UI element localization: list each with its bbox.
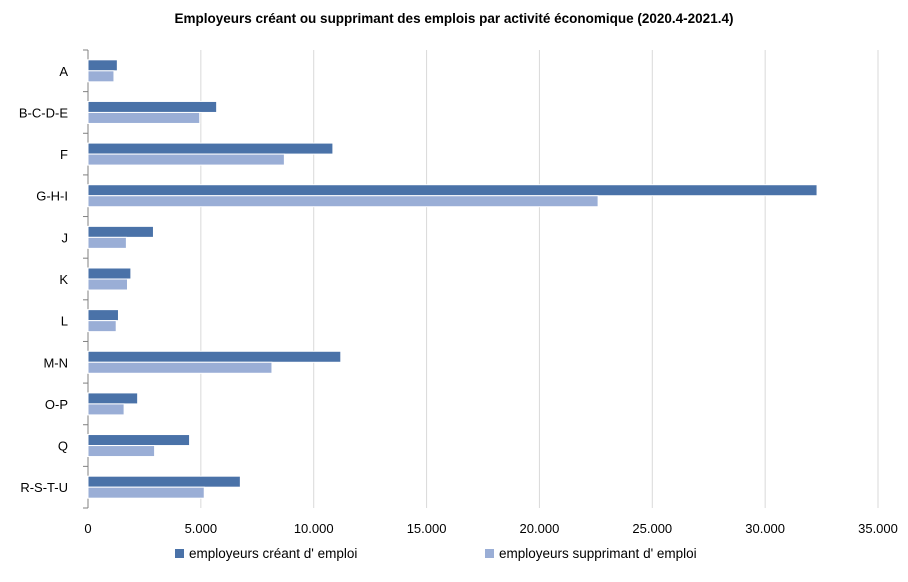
- bar: [87, 195, 599, 208]
- legend: employeurs créant d' emploi employeurs su…: [175, 546, 697, 561]
- x-tick-label: 5.000: [185, 521, 218, 536]
- y-tick-label: J: [62, 230, 69, 245]
- y-tick-label: M-N: [43, 355, 68, 370]
- bar: [87, 434, 191, 447]
- bar: [87, 309, 119, 322]
- y-tick-label: F: [60, 147, 68, 162]
- y-tick-label: O-P: [45, 397, 68, 412]
- x-tick-label: 20.000: [520, 521, 560, 536]
- bar: [87, 184, 818, 197]
- y-tick-label: K: [59, 272, 68, 287]
- bar: [87, 236, 127, 249]
- bar: [87, 142, 334, 155]
- chart-title: Employeurs créant ou supprimant des empl…: [175, 11, 734, 26]
- axes: [83, 49, 89, 509]
- y-tick-label: B-C-D-E: [19, 105, 68, 120]
- bar: [87, 486, 205, 499]
- x-tick-label: 35.000: [858, 521, 898, 536]
- tick-labels: 0 5.000 10.000 15.000 20.000 25.000 30.000 35.0…: [19, 64, 898, 536]
- bar: [87, 70, 115, 83]
- bar: [87, 392, 139, 405]
- bar: [87, 100, 218, 113]
- legend-swatch: [175, 549, 184, 558]
- bar: [87, 225, 154, 238]
- legend-label: employeurs créant d' emploi: [189, 546, 357, 561]
- x-tick-label: 0: [84, 521, 91, 536]
- y-tick-label: Q: [58, 439, 68, 454]
- gridlines: [200, 50, 879, 508]
- bar: [87, 111, 201, 124]
- y-tick-label: R-S-T-U: [20, 480, 68, 495]
- bar: [87, 59, 118, 72]
- bar: [87, 475, 241, 488]
- bar: [87, 278, 128, 291]
- bar: [87, 445, 156, 458]
- legend-label: employeurs supprimant d' emploi: [499, 546, 697, 561]
- x-tick-label: 25.000: [632, 521, 672, 536]
- bar: [87, 153, 285, 166]
- bar: [87, 361, 273, 374]
- bar: [87, 350, 342, 363]
- x-tick-label: 10.000: [294, 521, 334, 536]
- bar: [87, 267, 132, 280]
- bar: [87, 403, 125, 416]
- bar: [87, 320, 117, 333]
- y-tick-label: L: [61, 314, 68, 329]
- x-tick-label: 15.000: [407, 521, 447, 536]
- y-tick-label: A: [59, 64, 68, 79]
- bars: [87, 59, 818, 499]
- legend-swatch: [485, 549, 494, 558]
- y-tick-label: G-H-I: [36, 189, 68, 204]
- x-tick-label: 30.000: [745, 521, 785, 536]
